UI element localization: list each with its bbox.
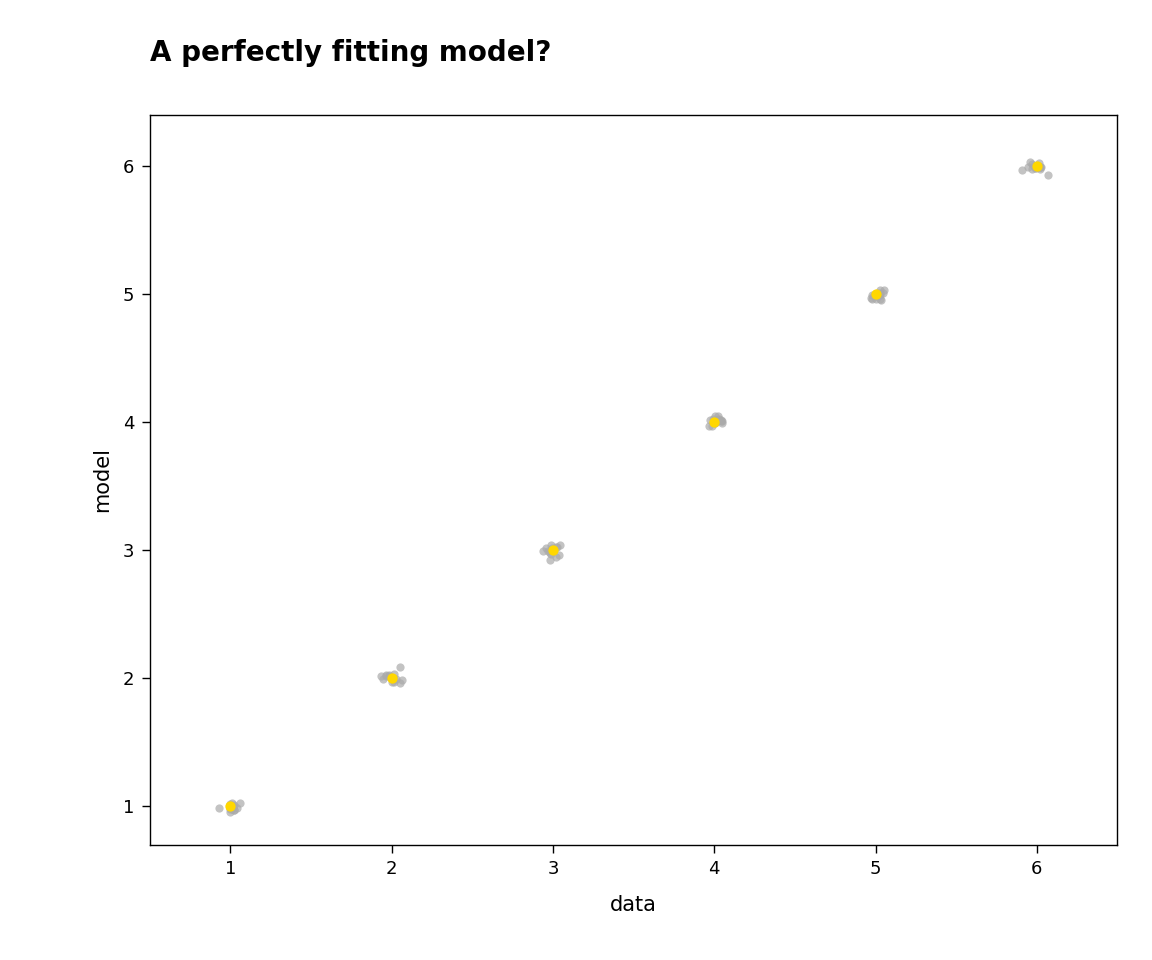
Point (541, 546, 560, 562)
Point (540, 545, 559, 561)
Point (870, 287, 888, 302)
Point (1032, 159, 1051, 175)
Point (232, 795, 250, 810)
Point (539, 543, 558, 559)
Point (391, 660, 409, 675)
Point (547, 540, 566, 555)
Point (1025, 158, 1044, 174)
Point (221, 799, 240, 814)
Point (220, 797, 238, 812)
Point (221, 800, 240, 815)
Point (707, 413, 726, 428)
Point (393, 673, 411, 688)
Point (704, 412, 722, 427)
Point (385, 672, 403, 687)
Point (1039, 167, 1058, 182)
Point (547, 540, 566, 555)
Point (871, 286, 889, 301)
Point (713, 413, 732, 428)
Point (380, 667, 399, 683)
Point (871, 292, 889, 307)
Point (862, 290, 880, 305)
Point (1013, 162, 1031, 178)
Point (222, 801, 241, 816)
Point (550, 547, 568, 563)
Point (380, 668, 399, 684)
Point (872, 293, 890, 308)
Point (702, 413, 720, 428)
Point (1022, 161, 1040, 177)
Point (1029, 159, 1047, 175)
Point (385, 666, 403, 682)
Point (544, 542, 562, 558)
Point (708, 408, 727, 423)
Point (706, 414, 725, 429)
Point (865, 287, 884, 302)
Point (867, 291, 886, 306)
Point (377, 667, 395, 683)
Point (537, 540, 555, 556)
Point (863, 292, 881, 307)
Point (1021, 155, 1039, 170)
Point (372, 668, 391, 684)
Point (225, 798, 243, 813)
Point (699, 419, 718, 434)
Point (387, 671, 406, 686)
Point (385, 675, 403, 690)
Point (543, 542, 561, 558)
Point (1025, 160, 1044, 176)
Point (1028, 158, 1046, 174)
Point (220, 804, 238, 820)
Point (869, 285, 887, 300)
Point (1031, 159, 1049, 175)
Point (382, 674, 401, 689)
Point (391, 675, 409, 690)
Point (712, 412, 730, 427)
Point (223, 799, 242, 814)
Point (551, 538, 569, 553)
Point (541, 538, 560, 553)
Point (225, 802, 243, 817)
Point (705, 415, 723, 430)
Point (540, 553, 559, 568)
X-axis label: data: data (611, 895, 657, 915)
Point (222, 795, 241, 810)
Point (547, 549, 566, 564)
Point (543, 542, 561, 558)
Point (708, 412, 727, 427)
Point (1031, 159, 1049, 175)
Point (1023, 156, 1041, 172)
Point (713, 416, 732, 431)
Point (710, 411, 728, 426)
Point (225, 802, 243, 817)
Point (705, 415, 723, 430)
Point (220, 801, 238, 816)
Point (866, 287, 885, 302)
Text: A perfectly fitting model?: A perfectly fitting model? (150, 39, 551, 67)
Point (382, 671, 401, 686)
Point (381, 669, 400, 684)
Point (1018, 159, 1037, 175)
Point (374, 671, 393, 686)
Point (873, 285, 892, 300)
Point (874, 282, 893, 298)
Point (1028, 160, 1046, 176)
Point (1030, 156, 1048, 171)
Point (543, 540, 561, 556)
Point (228, 801, 247, 816)
Point (221, 802, 240, 817)
Point (1031, 162, 1049, 178)
Point (871, 288, 889, 303)
Point (703, 419, 721, 434)
Point (866, 288, 885, 303)
Y-axis label: model: model (92, 447, 112, 513)
Point (871, 282, 889, 298)
Point (706, 409, 725, 424)
Point (221, 799, 240, 814)
Point (863, 288, 881, 303)
Point (712, 413, 730, 428)
Point (210, 800, 228, 815)
Point (533, 543, 552, 559)
Point (377, 668, 395, 684)
